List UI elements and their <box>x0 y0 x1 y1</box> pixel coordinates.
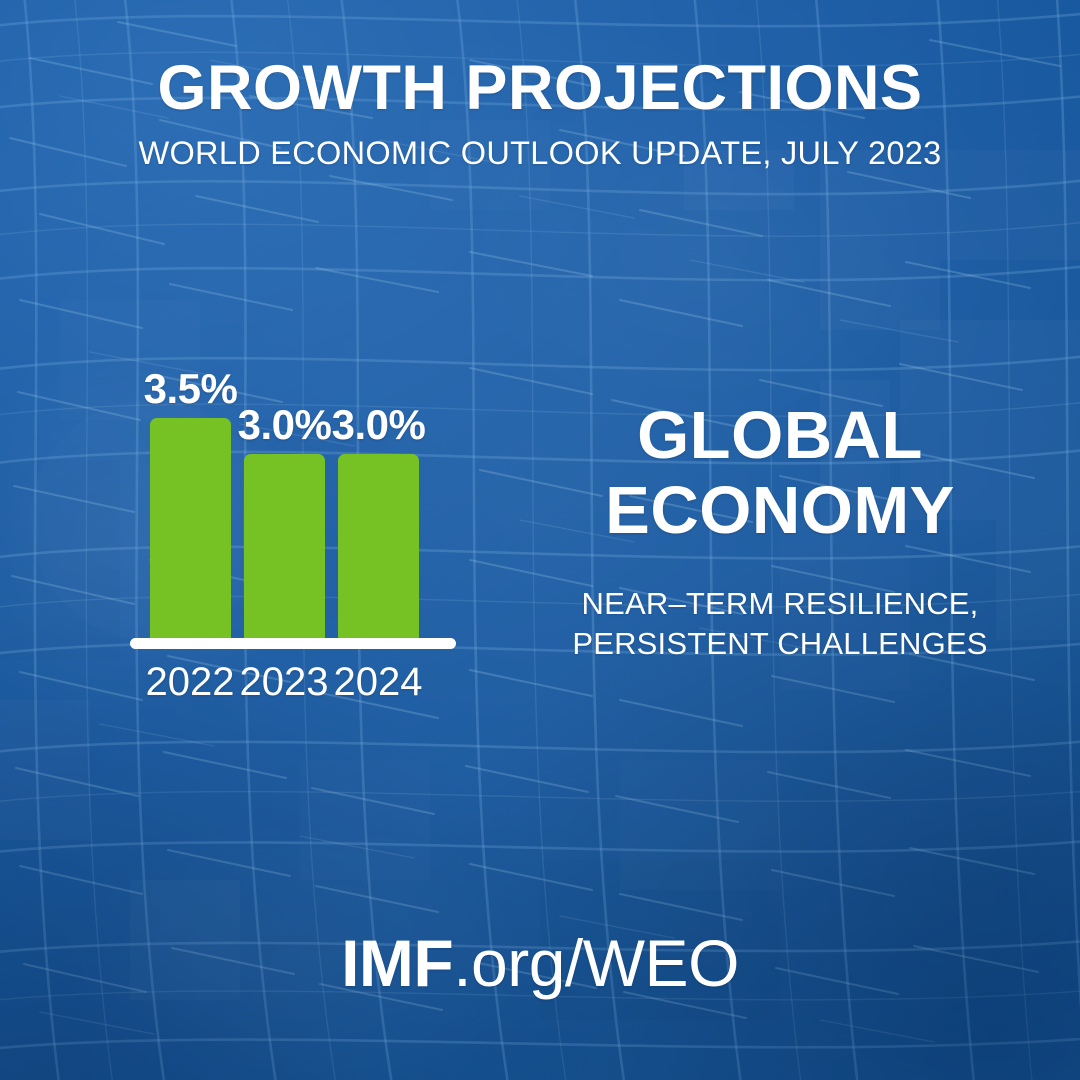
chart-baseline-axis <box>130 638 456 649</box>
footer-path: .org/WEO <box>453 926 739 1000</box>
chart-x-axis-labels: 2022 2023 2024 <box>118 660 468 708</box>
message-block: GLOBAL ECONOMY NEAR–TERM RESILIENCE, PER… <box>520 398 1040 663</box>
tagline-line-1: NEAR–TERM RESILIENCE, <box>581 586 979 622</box>
bar-rect-2023 <box>244 454 325 644</box>
growth-bar-chart: 3.5% 3.0% 3.0% 2022 2023 2024 <box>118 352 468 704</box>
chart-plot-area: 3.5% 3.0% 3.0% <box>118 352 468 644</box>
headline-line-2: ECONOMY <box>605 473 955 549</box>
x-axis-label-2024: 2024 <box>333 660 423 704</box>
bar-rect-2022 <box>150 418 231 644</box>
footer-url[interactable]: IMF.org/WEO <box>0 925 1080 1001</box>
tagline-line-2: PERSISTENT CHALLENGES <box>572 625 988 661</box>
bar-column-2023: 3.0% <box>238 401 332 644</box>
footer-brand: IMF <box>341 926 454 1000</box>
bar-value-label-2024: 3.0% <box>331 401 426 448</box>
x-axis-label-2022: 2022 <box>145 660 235 704</box>
page-title: GROWTH PROJECTIONS <box>157 53 923 123</box>
bar-rect-2024 <box>338 454 419 644</box>
tagline: NEAR–TERM RESILIENCE, PERSISTENT CHALLEN… <box>520 584 1040 663</box>
bar-column-2022: 3.5% <box>144 365 238 644</box>
headline-line-1: GLOBAL <box>637 398 923 473</box>
poster-header: GROWTH PROJECTIONS WORLD ECONOMIC OUTLOO… <box>0 56 1080 172</box>
bar-value-label-2022: 3.5% <box>143 365 238 412</box>
page-subtitle: WORLD ECONOMIC OUTLOOK UPDATE, JULY 2023 <box>138 135 942 172</box>
bar-value-label-2023: 3.0% <box>237 401 332 448</box>
x-axis-label-2023: 2023 <box>239 660 329 704</box>
bar-column-2024: 3.0% <box>332 401 426 644</box>
